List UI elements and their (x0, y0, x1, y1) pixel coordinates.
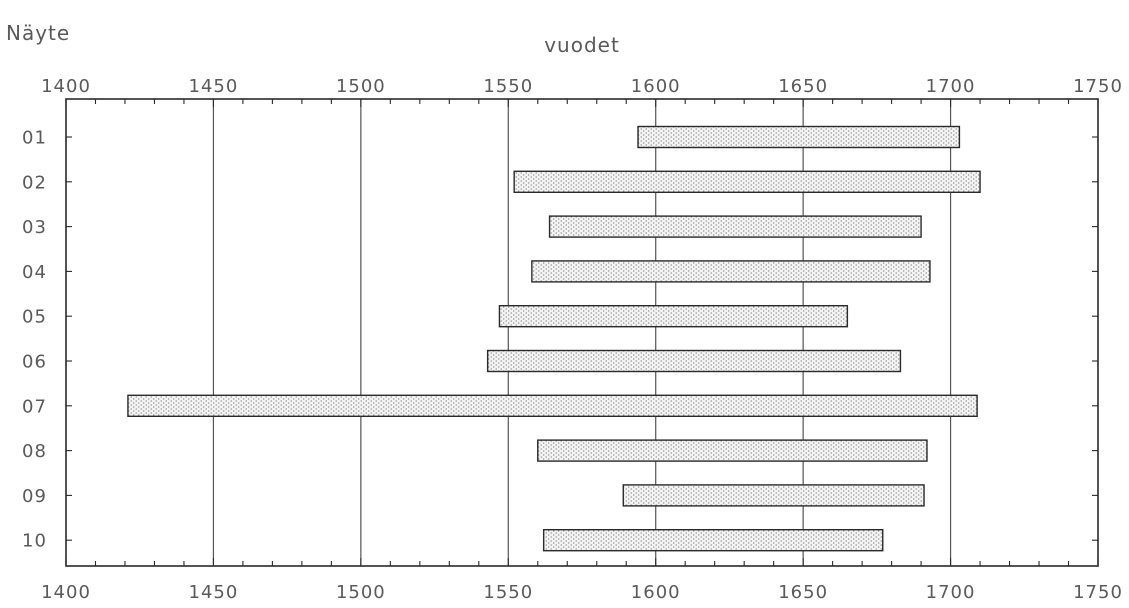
bottom-tick-label-1600: 1600 (631, 582, 681, 603)
axis-ticks (65, 99, 1099, 566)
range-bar-09 (622, 484, 925, 507)
bottom-tick-label-1700: 1700 (926, 582, 976, 603)
plot-frame (65, 98, 1099, 567)
range-bar-05 (498, 305, 849, 328)
sample-label-04: 04 (22, 262, 47, 283)
sample-label-07: 07 (22, 396, 47, 417)
top-tick-label-1500: 1500 (336, 76, 386, 97)
sample-label-01: 01 (22, 128, 47, 149)
sample-label-02: 02 (22, 172, 47, 193)
bottom-tick-label-1450: 1450 (189, 582, 239, 603)
bottom-tick-label-1400: 1400 (41, 582, 91, 603)
sample-label-06: 06 (22, 352, 47, 373)
bottom-tick-label-1550: 1550 (483, 582, 533, 603)
bottom-x-tick-labels: 1400 1450 1500 1550 1600 1650 1700 1750 (41, 582, 1123, 603)
top-tick-label-1600: 1600 (631, 76, 681, 97)
top-tick-label-1750: 1750 (1073, 76, 1123, 97)
bottom-tick-label-1750: 1750 (1073, 582, 1123, 603)
top-tick-label-1400: 1400 (41, 76, 91, 97)
range-bar-10 (542, 529, 884, 552)
range-bar-06 (486, 349, 902, 373)
top-tick-label-1700: 1700 (926, 76, 976, 97)
sample-label-05: 05 (22, 307, 47, 328)
range-bar-01 (637, 125, 961, 149)
range-bars (127, 125, 981, 552)
sample-label-10: 10 (22, 531, 47, 552)
range-bar-03 (548, 215, 922, 238)
top-x-tick-labels: 1400 1450 1500 1550 1600 1650 1700 1750 (41, 76, 1123, 97)
sample-labels: 01 02 03 04 05 06 07 08 09 10 (22, 128, 47, 552)
sample-label-08: 08 (22, 441, 47, 462)
y-axis-title: Näyte (6, 21, 70, 45)
bottom-tick-label-1500: 1500 (336, 582, 386, 603)
top-tick-label-1550: 1550 (483, 76, 533, 97)
x-axis-title: vuodet (544, 33, 620, 57)
sample-label-09: 09 (22, 486, 47, 507)
range-bar-02 (513, 170, 981, 194)
range-bar-08 (537, 439, 928, 462)
bottom-tick-label-1650: 1650 (778, 582, 828, 603)
range-bar-07 (127, 394, 978, 417)
sample-label-03: 03 (22, 217, 47, 238)
top-tick-label-1650: 1650 (778, 76, 828, 97)
range-bar-04 (531, 260, 931, 283)
top-tick-label-1450: 1450 (189, 76, 239, 97)
